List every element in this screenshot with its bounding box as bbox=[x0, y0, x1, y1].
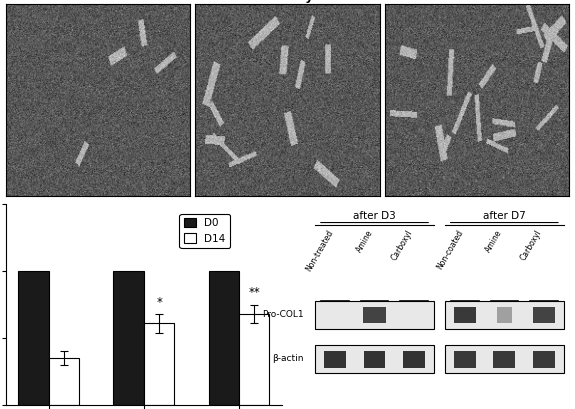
Title: Carboxyl: Carboxyl bbox=[257, 0, 318, 3]
Text: Carboxyl: Carboxyl bbox=[519, 229, 544, 262]
Legend: D0, D14: D0, D14 bbox=[179, 214, 230, 248]
Bar bbox=[363, 351, 385, 368]
Text: *: * bbox=[156, 296, 162, 309]
Text: Amine: Amine bbox=[355, 229, 374, 254]
Bar bbox=[113, 271, 144, 405]
Text: Non-coated: Non-coated bbox=[435, 229, 465, 271]
Bar bbox=[144, 324, 174, 405]
Bar bbox=[403, 351, 425, 368]
Text: β-actin: β-actin bbox=[273, 354, 304, 363]
Bar bbox=[454, 307, 476, 323]
Bar bbox=[493, 351, 515, 368]
Text: after D3: after D3 bbox=[353, 211, 396, 220]
FancyBboxPatch shape bbox=[315, 345, 434, 373]
Text: Pro-COL1: Pro-COL1 bbox=[262, 310, 304, 319]
FancyBboxPatch shape bbox=[445, 301, 564, 329]
Text: **: ** bbox=[248, 286, 260, 299]
Bar bbox=[209, 271, 239, 405]
Bar bbox=[533, 307, 555, 323]
Text: Amine: Amine bbox=[484, 229, 504, 254]
Bar bbox=[49, 358, 79, 405]
Text: Non-treated: Non-treated bbox=[304, 229, 335, 273]
FancyBboxPatch shape bbox=[445, 345, 564, 373]
Bar bbox=[18, 271, 49, 405]
Bar bbox=[497, 307, 512, 323]
Bar bbox=[454, 351, 476, 368]
Text: after D7: after D7 bbox=[483, 211, 526, 220]
FancyBboxPatch shape bbox=[315, 301, 434, 329]
Bar bbox=[239, 314, 270, 405]
Bar bbox=[362, 307, 386, 323]
Bar bbox=[533, 351, 555, 368]
Title: Amine: Amine bbox=[455, 0, 499, 3]
Text: Carboxyl: Carboxyl bbox=[389, 229, 414, 262]
Title: Non-coated: Non-coated bbox=[58, 0, 138, 3]
Bar bbox=[324, 351, 346, 368]
